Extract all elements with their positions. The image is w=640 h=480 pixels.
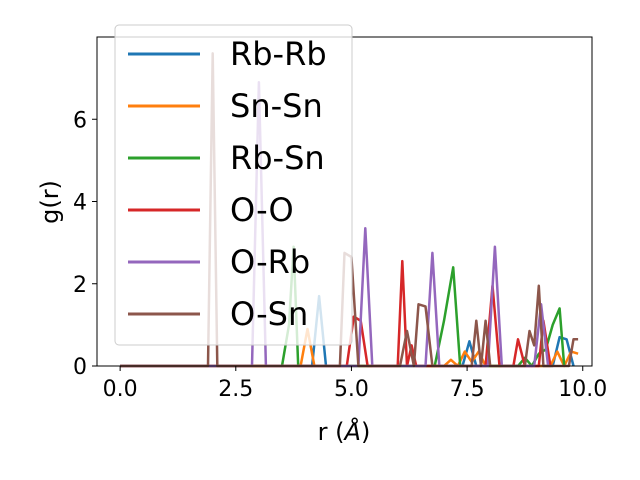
x-axis-label: r (Å) [318,417,371,446]
series-line-2 [120,327,579,368]
x-tick-label: 7.5 [450,377,485,402]
y-axis-ticks: 0 2 4 6 [73,108,97,380]
legend-label: O-Rb [230,243,310,281]
legend-label: Rb-Rb [230,35,327,73]
x-tick-label: 10.0 [558,377,607,402]
y-tick-label: 4 [73,191,87,216]
y-axis-label: g(r) [36,180,64,224]
legend-label: Rb-Sn [230,139,325,177]
y-tick-label: 0 [73,355,87,380]
x-tick-label: 5.0 [334,377,369,402]
y-tick-label: 2 [73,273,87,298]
legend: Rb-Rb Sn-Sn Rb-Sn O-O O-Rb O-Sn [114,24,353,346]
legend-label: Sn-Sn [230,87,323,125]
x-axis-ticks: 0.0 2.5 5.0 7.5 10.0 [103,366,607,402]
legend-label: O-O [230,191,294,229]
x-tick-label: 2.5 [218,377,253,402]
x-tick-label: 0.0 [103,377,138,402]
y-tick-label: 6 [73,108,87,133]
legend-label: O-Sn [230,295,308,333]
